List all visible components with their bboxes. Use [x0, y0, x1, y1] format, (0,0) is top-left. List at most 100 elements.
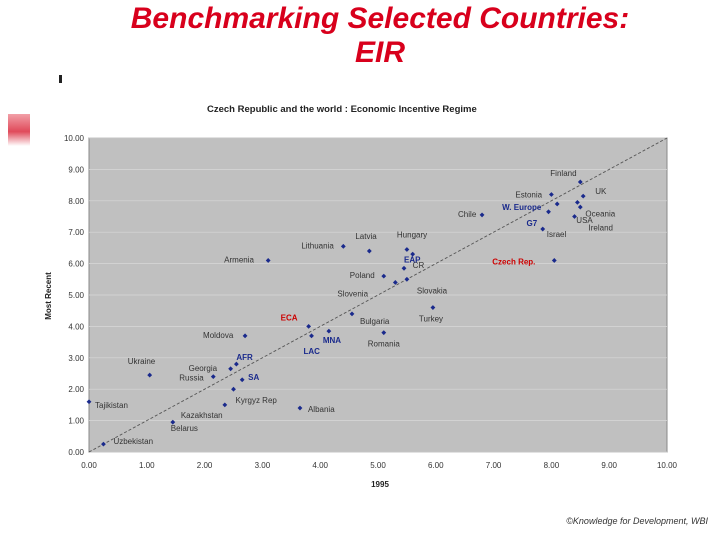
- x-tick-label: 3.00: [255, 461, 271, 470]
- x-tick-label: 0.00: [81, 461, 97, 470]
- x-tick-label: 4.00: [312, 461, 328, 470]
- slide-title-line2: EIR: [354, 36, 405, 69]
- point-w-europe: [554, 201, 560, 207]
- label-g7: G7: [527, 219, 538, 228]
- label-finland: Finland: [550, 169, 576, 178]
- label-sa: SA: [248, 373, 259, 382]
- point-g7: [546, 209, 551, 215]
- x-tick-label: 7.00: [486, 461, 502, 470]
- point-sa: [239, 377, 245, 383]
- label-slovenia: Slovenia: [337, 289, 368, 298]
- x-axis-ticks: 0.00 1.00 2.00 3.00 4.00 5.00 6.00 7.00 8.00 9.00…: [81, 461, 677, 470]
- y-tick-label: 2.00: [68, 385, 84, 394]
- point-mna: [326, 328, 332, 334]
- point-uzbekistan: [101, 441, 106, 447]
- point-eap: [401, 265, 407, 271]
- point-russia: [210, 374, 216, 380]
- x-tick-label: 6.00: [428, 461, 444, 470]
- y-tick-label: 6.00: [68, 260, 84, 269]
- point-chile: [479, 212, 485, 218]
- bullet-mark: [59, 75, 62, 83]
- label-russia: Russia: [179, 374, 204, 383]
- point-ukraine: [147, 372, 153, 378]
- label-romania: Romania: [368, 340, 401, 349]
- y-tick-label: 9.00: [68, 165, 84, 174]
- x-tick-label: 5.00: [370, 461, 386, 470]
- y-axis-label: Most Recent: [44, 272, 53, 320]
- point-labels: Finland Estonia UK W. Europe Chile OceaniaUSA…: [95, 169, 616, 446]
- label-eca: ECA: [281, 313, 298, 322]
- label-israel: Israel: [547, 230, 567, 239]
- label-ukraine: Ukraine: [128, 357, 156, 366]
- label-belarus: Belarus: [171, 424, 198, 433]
- point-poland: [381, 273, 387, 279]
- label-slovakia: Slovakia: [417, 286, 448, 295]
- point-turkey: [430, 305, 436, 310]
- point-usa: [577, 204, 583, 210]
- footer-credit: ©Knowledge for Development, WBI: [566, 516, 708, 526]
- label-tajikistan: Tajikistan: [95, 401, 128, 410]
- y-tick-label: 5.00: [68, 291, 84, 300]
- point-finland: [577, 179, 583, 185]
- y-tick-label: 4.00: [68, 322, 84, 331]
- point-afr: [233, 361, 239, 367]
- point-slovakia: [404, 276, 410, 282]
- point-oceania: [575, 199, 580, 205]
- x-tick-label: 2.00: [197, 461, 213, 470]
- red-accent-bar: [8, 114, 30, 146]
- label-uzbekistan: Uzbekistan: [113, 437, 153, 446]
- label-georgia: Georgia: [189, 364, 218, 373]
- label-w-europe: W. Europe: [502, 203, 542, 212]
- point-armenia: [265, 258, 271, 263]
- slide-title-line1: Benchmarking Selected Countries:: [130, 2, 630, 35]
- label-kyrgyz-rep: Kyrgyz Rep: [236, 396, 278, 405]
- slide-title: Benchmarking Selected Countries: EIR: [80, 2, 680, 70]
- label-usa: USA: [576, 216, 593, 225]
- point-kyrgyz-rep: [231, 386, 236, 392]
- label-kazakhstan: Kazakhstan: [181, 411, 223, 420]
- point-estonia: [549, 192, 554, 197]
- point-tajikistan: [86, 399, 92, 405]
- point-romania: [381, 330, 387, 336]
- point-georgia: [228, 366, 234, 372]
- point-ireland: [572, 214, 577, 219]
- label-bulgaria: Bulgaria: [360, 317, 390, 326]
- y-tick-label: 0.00: [68, 448, 84, 457]
- y-tick-label: 3.00: [68, 354, 84, 363]
- y-tick-label: 7.00: [68, 228, 84, 237]
- x-axis-label: 1995: [371, 480, 389, 489]
- label-poland: Poland: [350, 271, 375, 280]
- label-hungary: Hungary: [397, 230, 427, 239]
- label-oceania: Oceania: [585, 209, 615, 218]
- label-turkey: Turkey: [419, 315, 443, 324]
- point-israel: [540, 226, 546, 232]
- data-points: [86, 179, 586, 447]
- label-chile: Chile: [458, 210, 477, 219]
- label-mna: MNA: [323, 336, 341, 345]
- x-tick-label: 10.00: [657, 461, 678, 470]
- point-hungary: [404, 247, 410, 252]
- label-lithuania: Lithuania: [301, 241, 334, 250]
- y-tick-label: 8.00: [68, 197, 84, 206]
- x-tick-label: 9.00: [601, 461, 617, 470]
- point-belarus: [170, 419, 176, 425]
- x-tick-label: 1.00: [139, 461, 155, 470]
- point-lac: [309, 333, 314, 339]
- label-afr: AFR: [236, 353, 253, 362]
- point-albania: [297, 405, 303, 411]
- y-tick-label: 1.00: [68, 417, 84, 426]
- label-lac: LAC: [304, 347, 321, 356]
- y-axis-ticks: 0.00 1.00 2.00 3.00 4.00 5.00 6.00 7.00 8.00 9.00…: [64, 134, 85, 457]
- point-bulgaria: [349, 311, 355, 317]
- point-cr: [410, 251, 416, 257]
- point-lithuania: [340, 243, 346, 249]
- point-uk: [580, 193, 586, 199]
- label-moldova: Moldova: [203, 331, 234, 340]
- label-uk: UK: [595, 187, 607, 196]
- point-eca: [306, 324, 312, 329]
- chart-title: Czech Republic and the world : Economic …: [207, 104, 477, 115]
- label-eap: EAP: [404, 255, 421, 264]
- point-moldova: [242, 333, 248, 339]
- label-latvia: Latvia: [355, 232, 377, 241]
